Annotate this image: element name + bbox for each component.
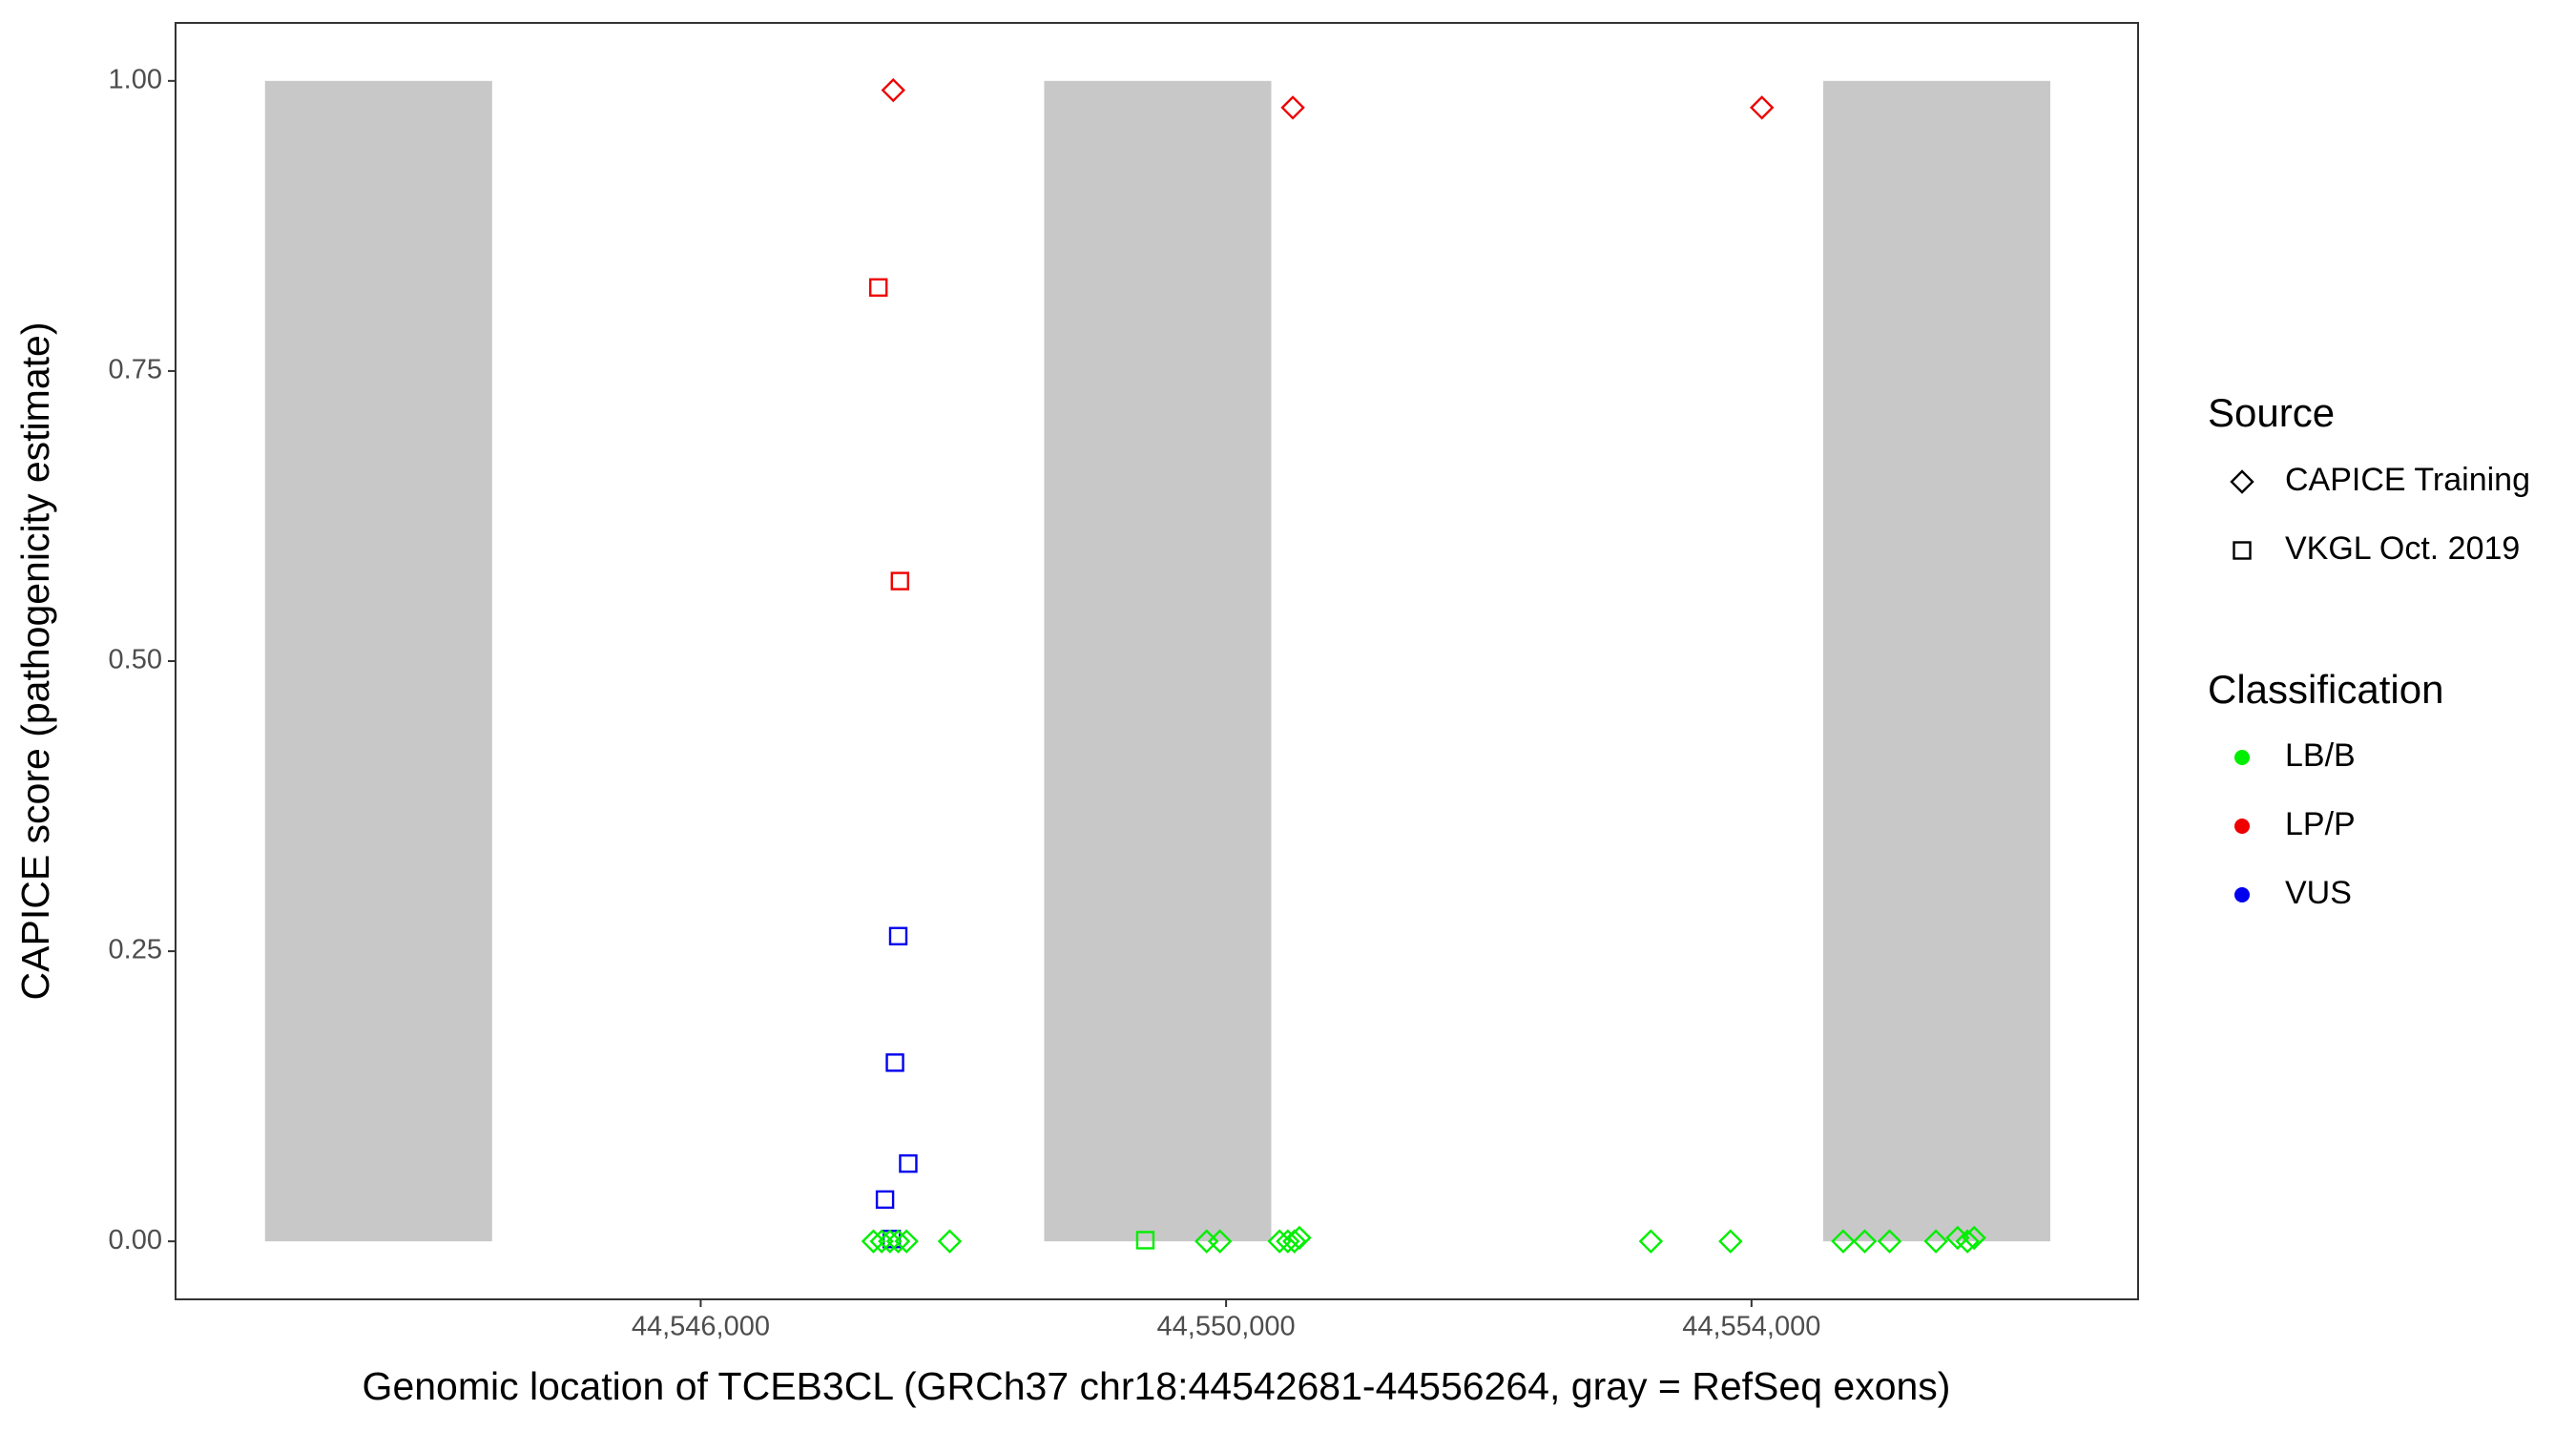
point <box>878 1229 903 1254</box>
point <box>881 77 905 103</box>
point <box>875 1190 895 1210</box>
y-tick-label: 0.75 <box>109 355 162 385</box>
point <box>1276 1229 1300 1254</box>
point <box>1962 1225 1986 1251</box>
point <box>861 1229 886 1254</box>
point <box>890 571 909 591</box>
plot-border <box>175 22 2139 1300</box>
point <box>868 278 888 298</box>
exon <box>264 80 492 1242</box>
point <box>1923 1229 1948 1254</box>
y-tick-label: 0.50 <box>109 645 162 675</box>
legend-label: LB/B <box>2285 737 2356 774</box>
point <box>1280 95 1305 120</box>
y-tick-label: 0.00 <box>109 1225 162 1255</box>
point <box>1718 1229 1743 1254</box>
legend-key <box>2233 541 2252 560</box>
legend-key <box>2234 750 2250 765</box>
x-axis-title: Genomic location of TCEB3CL (GRCh37 chr1… <box>363 1364 1951 1408</box>
point <box>885 1053 904 1072</box>
legend-key <box>2234 887 2250 902</box>
point <box>1282 1229 1307 1254</box>
point <box>1831 1229 1856 1254</box>
x-tick-label: 44,554,000 <box>1682 1312 1820 1342</box>
point <box>1852 1229 1878 1254</box>
point <box>1135 1231 1155 1250</box>
point <box>1267 1229 1292 1254</box>
point <box>894 1229 919 1254</box>
point <box>1750 95 1775 120</box>
legend-label: VUS <box>2285 875 2352 911</box>
x-tick-label: 44,550,000 <box>1157 1312 1296 1342</box>
point <box>899 1153 918 1173</box>
legend-label: CAPICE Training <box>2285 462 2530 498</box>
x-tick-label: 44,546,000 <box>632 1312 770 1342</box>
legend-title: Classification <box>2208 667 2443 712</box>
point <box>1287 1225 1312 1251</box>
exon <box>1822 80 2051 1242</box>
exon <box>1044 80 1272 1242</box>
point <box>869 1229 894 1254</box>
legend-key <box>2234 819 2250 834</box>
point <box>937 1229 963 1254</box>
point <box>1877 1229 1902 1254</box>
legend-label: LP/P <box>2285 806 2356 842</box>
legend-title: Source <box>2208 390 2335 435</box>
point <box>1638 1229 1664 1254</box>
y-tick-label: 0.25 <box>109 935 162 965</box>
legend-label: VKGL Oct. 2019 <box>2285 530 2520 567</box>
point <box>885 1229 911 1254</box>
y-axis-title: CAPICE score (pathogenicity estimate) <box>13 322 57 1001</box>
point <box>1207 1229 1233 1254</box>
legend-key <box>2230 469 2254 494</box>
y-tick-label: 1.00 <box>109 64 162 94</box>
point <box>1955 1229 1980 1254</box>
point <box>888 926 908 945</box>
